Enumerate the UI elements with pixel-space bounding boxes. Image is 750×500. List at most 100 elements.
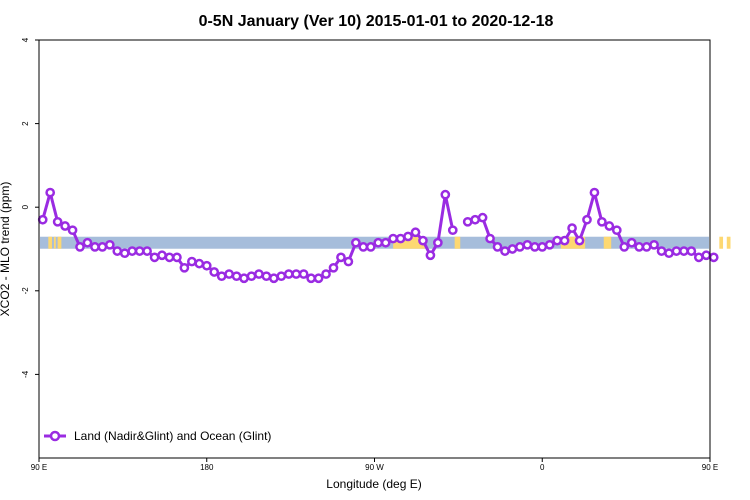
land-band-2 [57,236,62,249]
data-point [537,242,548,252]
data-point [358,242,369,252]
data-point [179,262,190,273]
data-point [45,187,56,198]
data-point [611,225,622,236]
data-point [261,271,272,282]
data-point [104,239,115,250]
data-point [708,252,719,263]
data-point [410,227,421,238]
data-point [67,225,78,236]
data-point [574,235,585,246]
data-point [418,235,428,246]
x-axis: 90 E 180 90 W 0 90 E [31,458,718,472]
data-point [582,214,592,225]
data-point [127,246,138,256]
data-point [276,271,287,282]
data-point [500,246,510,256]
legend: Land (Nadir&Glint) and Ocean (Glint) [44,429,271,443]
data-point [515,242,525,252]
land-band-8 [726,236,731,249]
data-point [649,239,659,250]
data-point [447,225,458,236]
data-point [112,246,123,256]
land-band-6 [603,236,612,249]
data-point [470,214,480,225]
data-point [544,239,555,250]
y-tick-label: -4 [21,370,30,378]
data-point [186,256,197,267]
data-point [224,269,234,279]
data-point [433,237,443,248]
data-point [306,273,316,284]
data-point [246,271,257,282]
data-point [693,252,704,263]
data-point [634,242,645,252]
data-point [60,221,70,231]
data-point [507,244,518,254]
data-point [567,223,577,233]
x-tick-label: 180 [200,463,214,472]
data-point [597,216,607,227]
data-point [194,258,205,269]
data-point [351,237,361,248]
x-axis-label: Longitude (deg E) [326,477,421,491]
data-point [313,273,324,284]
data-point [269,273,279,284]
data-point [626,237,637,248]
data-point [75,242,85,252]
data-point [440,189,451,200]
land-band-0 [48,236,53,249]
x-tick-label: 90 E [702,463,718,472]
data-point [298,269,309,279]
x-tick-label: 0 [540,463,545,472]
data-point [395,233,406,244]
chart-title: 0-5N January (Ver 10) 2015-01-01 to 2020… [199,13,554,30]
data-point [291,269,302,279]
data-point [380,237,391,248]
data-point [425,250,436,261]
data-point [343,256,354,267]
data-point [149,252,160,263]
data-point [388,233,398,244]
data-point [201,260,212,271]
data-point [552,235,563,246]
data-point [656,246,667,256]
data-point [403,231,413,242]
data-point [328,262,339,273]
legend-marker [49,430,61,442]
land-band-4 [454,236,461,249]
legend-label: Land (Nadir&Glint) and Ocean (Glint) [74,429,271,443]
data-point [559,235,570,246]
data-point [82,237,93,248]
data-point [134,246,145,256]
land-band-7 [719,236,724,249]
data-point [701,250,712,261]
data-point [119,248,130,259]
data-point [641,242,652,252]
y-axis: 4 2 0 -2 -4 [21,37,39,378]
y-tick-label: 2 [21,121,30,126]
data-point [589,187,600,198]
data-point [157,250,167,261]
data-point [216,271,227,282]
data-point [522,239,533,250]
data-point [679,246,689,256]
data-point [231,271,242,282]
data-point [477,212,488,223]
data-point [529,242,540,252]
y-tick-label: 4 [21,37,30,42]
data-point [664,248,674,259]
data-point [373,237,384,248]
data-point [619,242,630,252]
data-point [365,242,376,252]
data-point [604,221,615,231]
data-point [254,269,264,279]
data-point [164,252,175,263]
y-tick-label: 0 [21,204,30,209]
data-point [462,216,473,227]
data-point [485,233,495,244]
x-tick-label: 90 E [31,463,47,472]
data-point [52,216,63,227]
data-point [37,214,48,225]
